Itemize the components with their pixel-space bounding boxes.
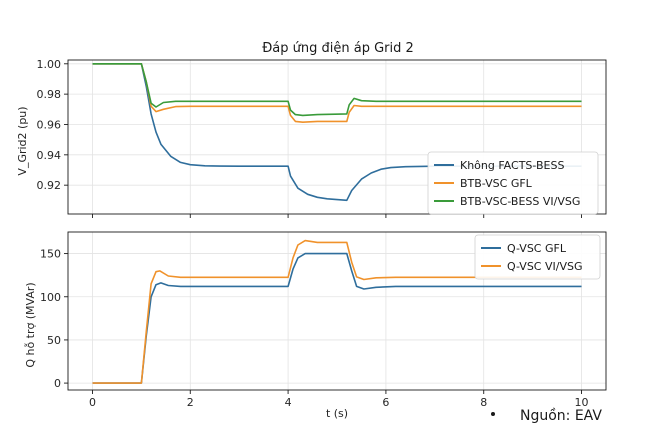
legend-label: Q-VSC VI/VSG [507,260,582,273]
legend-box [427,151,599,215]
top-y-axis-label: V_Grid2 (pu) [16,106,29,175]
legend-label: BTB-VSC-BESS VI/VSG [460,195,580,208]
y-tick-label: 1.00 [37,58,62,71]
legend: Q-VSC GFL Q-VSC VI/VSG [474,234,601,280]
plot-frame [67,59,607,215]
reactive-power-panel: 0 50 100 150 0 2 4 6 8 10 Q-VSC GFL Q-VSC VI/VSG [40,231,607,409]
chart-title: Đáp ứng điện áp Grid 2 [262,41,414,56]
series-line-3 [92,63,582,117]
y-tick-label: 50 [47,334,61,347]
series-line-2 [92,63,582,123]
bottom-y-axis-label: Q hỗ trợ (MVAr) [24,282,37,367]
bullet-icon [491,412,495,416]
y-tick-label: 0.98 [37,88,62,101]
y-tick-label: 0.96 [37,118,62,131]
x-axis-label: t (s) [326,407,348,420]
legend: Không FACTS-BESS BTB-VSC GFL BTB-VSC-BESS … [427,151,599,215]
legend-label: Q-VSC GFL [507,242,567,255]
legend-label: Không FACTS-BESS [460,159,564,172]
source-note: Nguồn: EAV [520,407,602,424]
x-tick-label: 8 [480,396,487,409]
x-tick-label: 10 [575,396,589,409]
legend-box [474,234,601,280]
x-tick-label: 4 [285,396,292,409]
y-tick-label: 0 [54,377,61,390]
y-tick-label: 0.94 [37,149,62,162]
series-line-1 [92,63,582,202]
legend-label: BTB-VSC GFL [460,177,533,190]
y-tick-label: 100 [40,291,61,304]
series-line-2 [92,239,582,384]
x-tick-label: 2 [187,396,194,409]
voltage-panel: 0.92 0.94 0.96 0.98 1.00 Không FACTS-BESS BTB-… [37,58,607,218]
plot-frame [67,231,607,391]
y-tick-label: 150 [40,248,61,261]
x-tick-label: 6 [382,396,389,409]
y-tick-label: 0.92 [37,179,62,192]
x-tick-label: 0 [89,396,96,409]
series-line-1 [92,252,582,384]
